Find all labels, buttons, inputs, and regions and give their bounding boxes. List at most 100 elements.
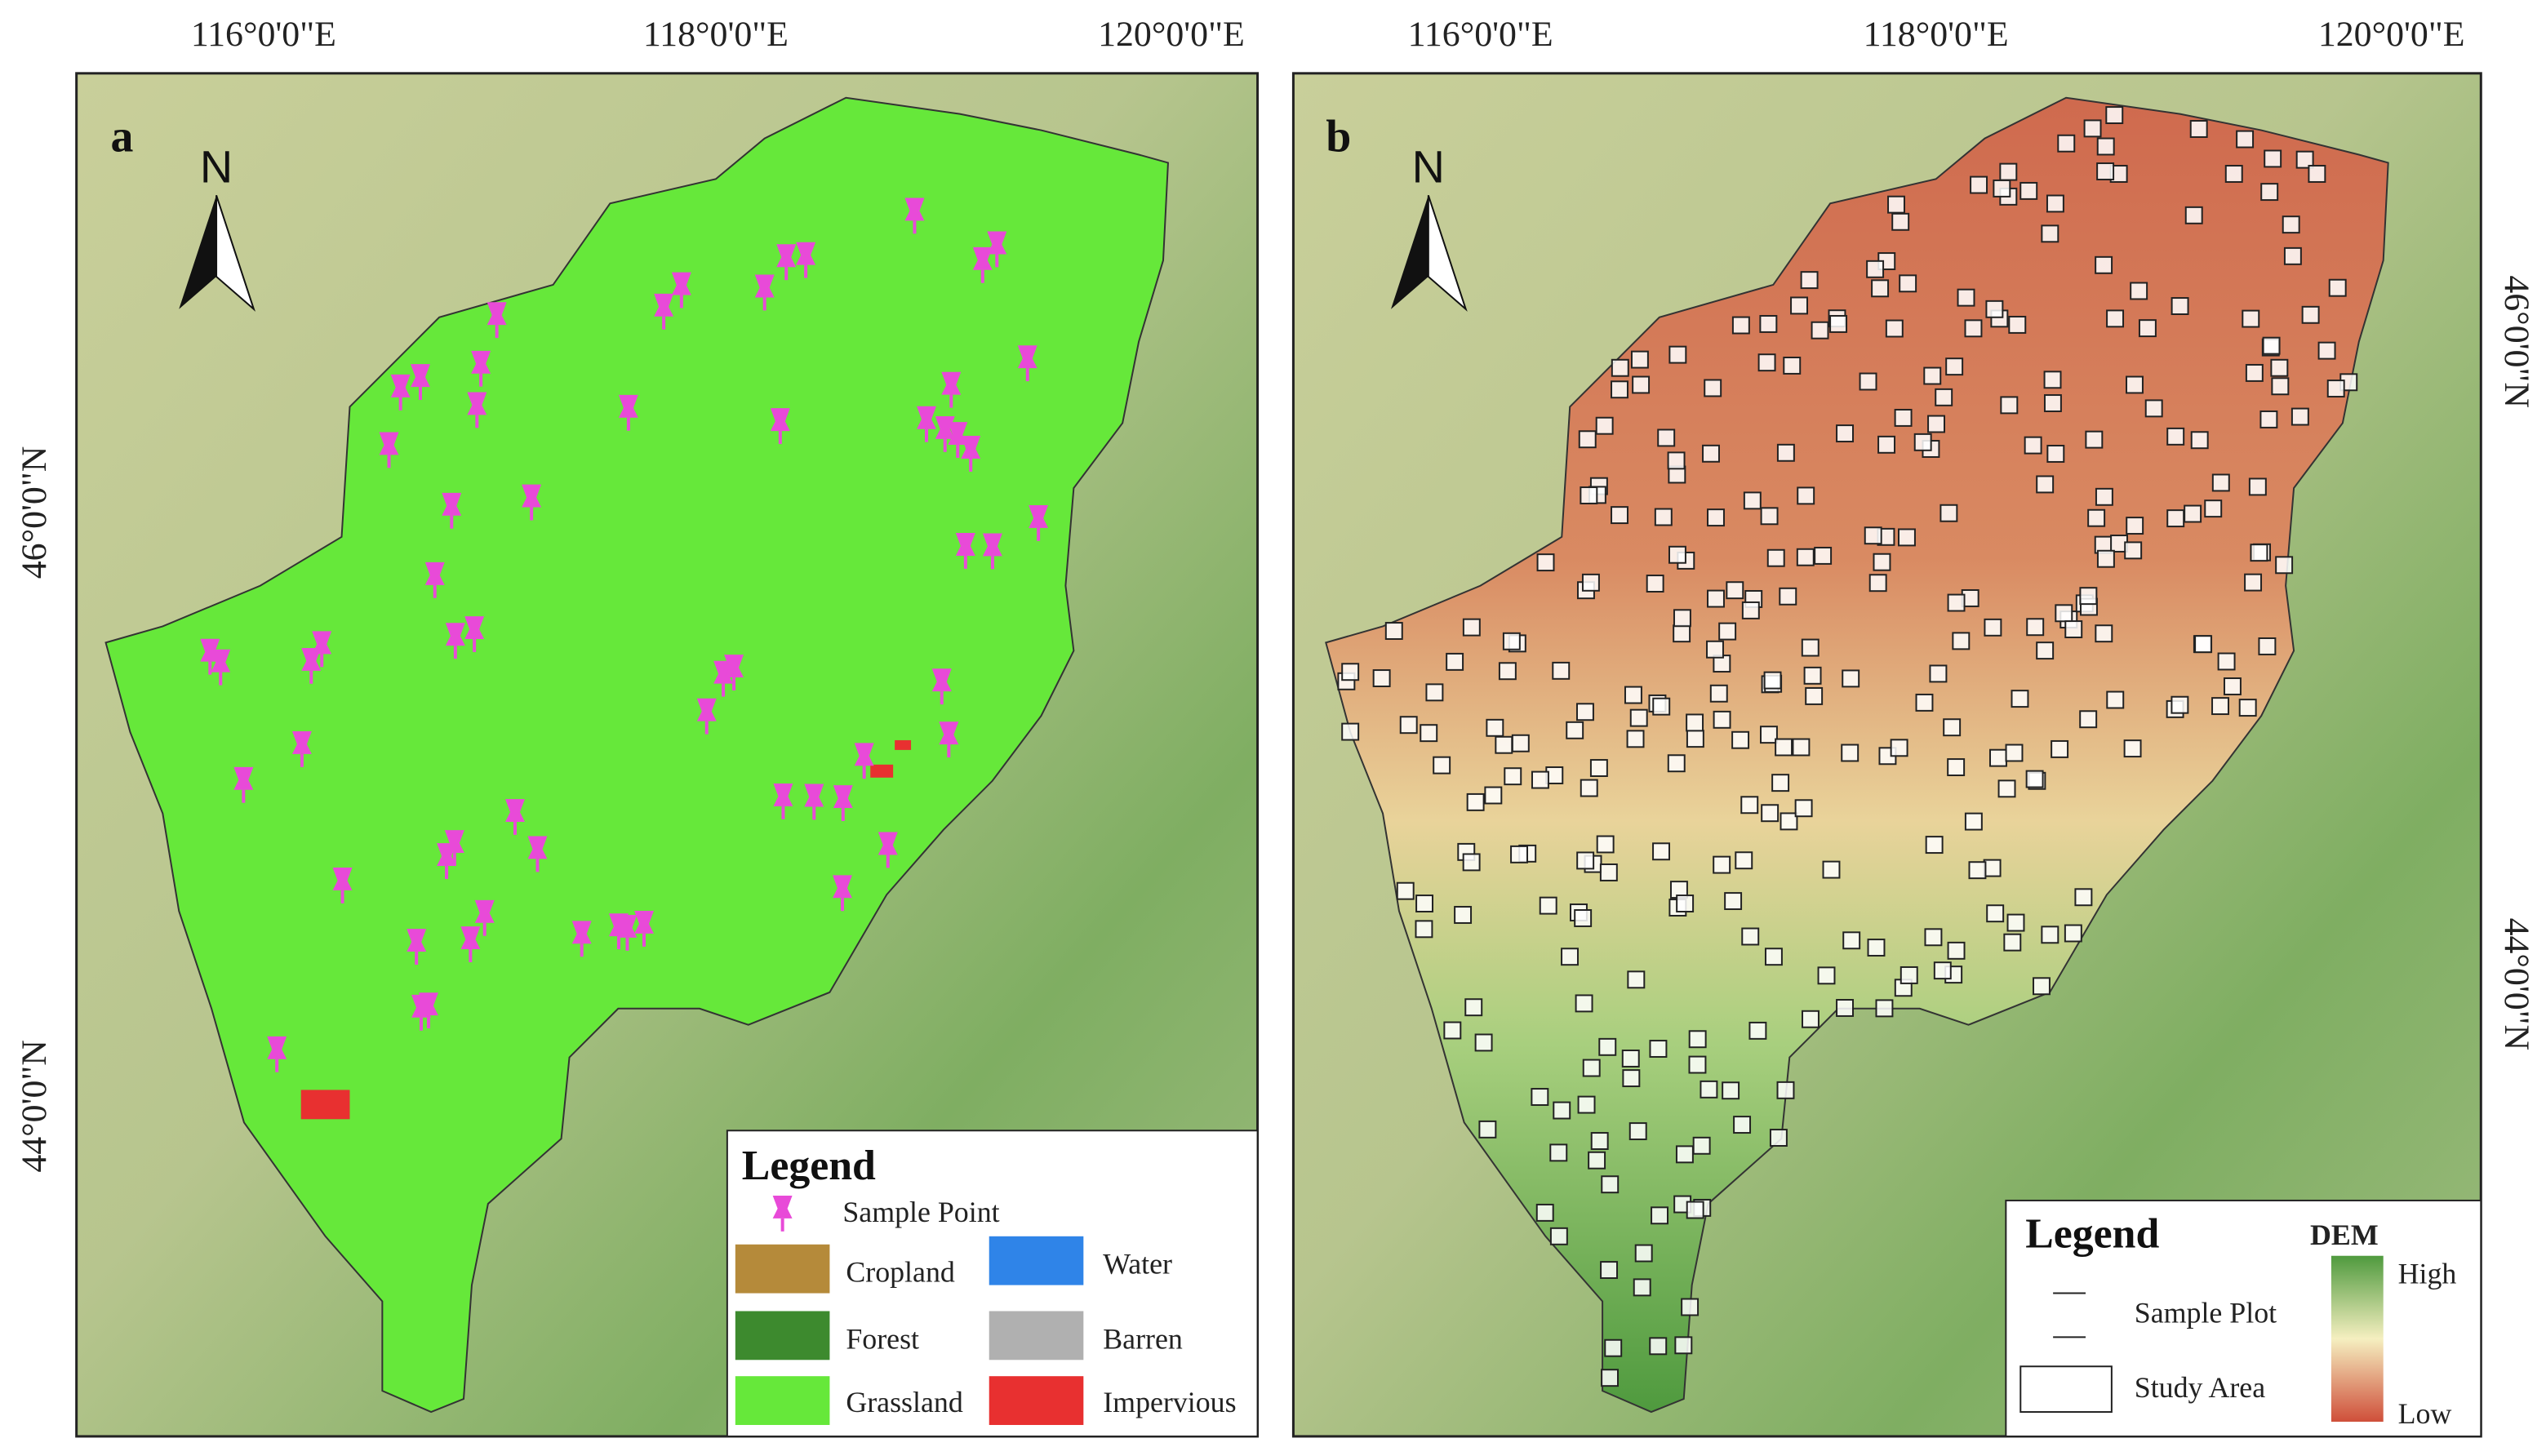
sample-plot bbox=[1504, 767, 1522, 786]
sample-plot bbox=[2166, 427, 2185, 446]
pin-head bbox=[233, 766, 254, 790]
sample-plot bbox=[2308, 165, 2326, 183]
sample-plot bbox=[2126, 375, 2144, 394]
sample-plot bbox=[1576, 851, 1595, 870]
sample-plot bbox=[2105, 106, 2124, 125]
legend-item: Study Area bbox=[2135, 1371, 2265, 1404]
sample-plot bbox=[1757, 353, 1776, 372]
sample-plot bbox=[1866, 260, 1885, 278]
sample-plot bbox=[1964, 812, 1983, 831]
sample-plot bbox=[1667, 451, 1686, 470]
sample-plot bbox=[1707, 589, 1725, 608]
sample-plot bbox=[1651, 1206, 1668, 1225]
pin-head bbox=[407, 929, 427, 952]
sample-plot bbox=[1700, 1080, 1718, 1099]
sample-plot bbox=[1776, 1081, 1795, 1099]
sample-plot bbox=[2126, 517, 2144, 535]
sample-pin bbox=[460, 926, 481, 962]
sample-plot bbox=[1803, 666, 1822, 685]
sample-plot bbox=[2301, 305, 2320, 324]
sample-plot bbox=[1915, 693, 1934, 712]
sample-plot bbox=[1668, 345, 1687, 364]
sample-plot bbox=[2011, 690, 2029, 708]
sample-plot bbox=[2064, 924, 2082, 943]
sample-plot bbox=[1993, 179, 2011, 198]
pin-head bbox=[724, 655, 744, 678]
sample-plot bbox=[1877, 435, 1896, 454]
pin-head bbox=[474, 899, 495, 923]
sample-pin bbox=[233, 766, 254, 803]
sample-plot bbox=[1630, 350, 1649, 369]
sample-plot bbox=[1425, 683, 1444, 702]
sample-plot bbox=[1841, 744, 1860, 762]
sample-plot bbox=[1776, 443, 1795, 462]
sample-plot bbox=[1935, 388, 1953, 406]
sample-plot bbox=[1709, 684, 1728, 703]
pin-head bbox=[754, 274, 775, 298]
sample-plot bbox=[1704, 379, 1722, 397]
sample-plot bbox=[1735, 851, 1753, 870]
lon-label: 118°0'0"E bbox=[643, 15, 789, 54]
sample-plot bbox=[1731, 730, 1750, 749]
sample-plot bbox=[1927, 415, 1945, 433]
sample-pin bbox=[770, 408, 790, 445]
sample-plot bbox=[2123, 739, 2142, 758]
pin-head bbox=[527, 836, 548, 859]
lon-label: 118°0'0"E bbox=[1864, 15, 2009, 54]
pin-head bbox=[904, 198, 925, 221]
pin-head bbox=[939, 721, 959, 745]
sample-pin bbox=[379, 432, 399, 468]
sample-plot bbox=[1601, 1175, 1620, 1194]
sample-plots bbox=[1337, 106, 2358, 1387]
sample-plot bbox=[1668, 545, 1686, 564]
pin-head bbox=[796, 242, 816, 265]
pin-head bbox=[571, 921, 592, 944]
sample-pin bbox=[608, 913, 629, 950]
sample-plot bbox=[2184, 504, 2202, 523]
sample-plot bbox=[1649, 1337, 1668, 1356]
pin-head bbox=[301, 647, 322, 671]
sample-plot bbox=[1580, 779, 1598, 797]
sample-plot bbox=[2326, 380, 2345, 398]
sample-plot bbox=[1464, 998, 1483, 1017]
pin-head bbox=[987, 231, 1007, 255]
sample-plot bbox=[2190, 431, 2209, 450]
sample-plot bbox=[1420, 724, 1438, 743]
sample-pin bbox=[955, 533, 975, 569]
pin-head bbox=[773, 783, 793, 806]
sample-plot bbox=[1740, 796, 1759, 815]
sample-plot bbox=[1760, 507, 1779, 526]
sample-pin bbox=[754, 274, 775, 311]
sample-plot bbox=[1553, 1101, 1571, 1120]
sample-pin bbox=[804, 783, 824, 820]
sample-plot bbox=[1885, 319, 1904, 338]
pin-head bbox=[804, 783, 824, 807]
sample-plot bbox=[2282, 215, 2300, 234]
sample-plot bbox=[2064, 620, 2083, 638]
sample-pin bbox=[618, 394, 638, 431]
sample-plot bbox=[1686, 1201, 1704, 1219]
sample-plot bbox=[1654, 508, 1673, 526]
sample-plot bbox=[1498, 662, 1517, 681]
sample-pin bbox=[407, 929, 427, 965]
sample-pin bbox=[1029, 504, 1049, 541]
sample-plot bbox=[2051, 739, 2069, 758]
sample-plot bbox=[2259, 410, 2278, 428]
sample-plot bbox=[1748, 1021, 1767, 1040]
sample-plot bbox=[1601, 1369, 1620, 1387]
sample-plot bbox=[2224, 165, 2243, 183]
sample-plot bbox=[1486, 718, 1504, 737]
pin-head bbox=[948, 422, 968, 446]
sample-pin bbox=[724, 655, 744, 690]
sample-plot bbox=[2079, 587, 2098, 606]
legend-pin bbox=[772, 1195, 793, 1232]
sample-plot bbox=[1891, 212, 1910, 231]
sample-plot bbox=[2055, 604, 2073, 623]
lat-label: 46°0'0"N bbox=[2497, 275, 2536, 408]
sample-plot bbox=[1997, 779, 2016, 798]
sample-plot bbox=[1686, 713, 1704, 732]
swatch bbox=[989, 1376, 1084, 1425]
sample-plot bbox=[1713, 710, 1731, 729]
sample-plot bbox=[2194, 635, 2213, 654]
sample-plot bbox=[1924, 928, 1943, 947]
